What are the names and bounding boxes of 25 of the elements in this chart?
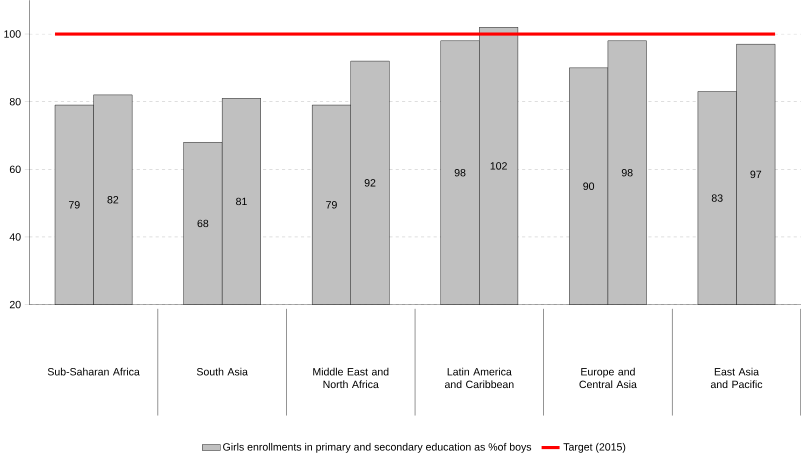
x-tick-label: Middle East and North Africa [313,368,388,388]
data-label: 97 [750,170,762,178]
legend-label: Target (2015) [563,442,626,453]
x-tick-label: Sub-Saharan Africa [48,368,140,376]
y-tick-label: 20 [10,300,21,308]
x-tick-label: Europe and Central Asia [579,368,637,388]
y-tick-label: 60 [10,165,21,173]
data-label: 83 [712,194,723,202]
data-label: 102 [490,162,507,170]
y-tick-label: 40 [10,233,21,240]
x-tick-label: East Asia and Pacific [710,368,762,388]
data-label: 81 [236,198,247,205]
data-label: 90 [583,182,594,190]
data-label: 98 [454,168,466,176]
data-label: 79 [326,200,337,208]
data-label: 68 [198,220,208,227]
data-label: 92 [364,178,376,186]
data-label: 82 [107,196,118,204]
data-label: 79 [68,200,80,208]
y-tick-label: 80 [10,98,21,106]
data-label: 98 [622,168,633,176]
x-tick-label: Latin America and Caribbean [444,368,514,388]
x-tick-label: South Asia [196,368,248,376]
legend-label: Girls enrollments in primary and secondary education as %of boys [223,442,532,453]
y-tick-label: 100 [4,30,21,38]
